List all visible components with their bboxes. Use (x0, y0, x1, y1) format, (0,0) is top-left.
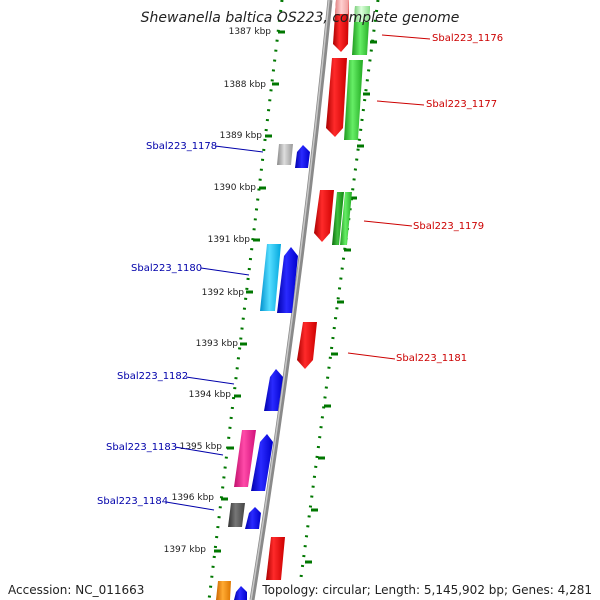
label-leader-lines (165, 34, 431, 511)
gene-arrow-pink[interactable] (335, 0, 349, 14)
kbp-labels: 1387 kbp 1388 kbp 1389 kbp 1390 kbp 1391… (164, 27, 272, 555)
gene-labels: Sbal223_1178 Sbal223_1180 Sbal223_1182 S… (97, 33, 503, 507)
gene-arrow-darkgreen[interactable] (332, 192, 344, 245)
genome-summary-text: Topology: circular; Length: 5,145,902 bp… (258, 580, 596, 600)
gene-arrow-magenta[interactable] (234, 430, 256, 487)
gene-label-right[interactable]: Sbal223_1176 (432, 33, 503, 44)
right-tick-marks (305, 40, 377, 564)
gene-arrow-blue[interactable] (245, 507, 261, 529)
kbp-label: 1392 kbp (202, 288, 245, 298)
gene-label-right[interactable]: Sbal223_1179 (413, 221, 484, 232)
forward-strand-genes (266, 0, 370, 580)
kbp-label: 1388 kbp (224, 80, 267, 90)
gene-arrow-blue[interactable] (295, 145, 310, 168)
kbp-label: 1395 kbp (180, 442, 223, 452)
gene-label-left[interactable]: Sbal223_1182 (117, 371, 188, 382)
right-dotted-guide (296, 0, 380, 600)
reverse-strand-genes (216, 144, 310, 600)
gene-arrow-blue[interactable] (264, 369, 283, 411)
genome-axis (249, 0, 333, 600)
kbp-label: 1389 kbp (220, 131, 263, 141)
gene-label-left[interactable]: Sbal223_1183 (106, 442, 177, 453)
kbp-label: 1394 kbp (189, 390, 232, 400)
accession-text: Accession: NC_011663 (4, 580, 149, 600)
gene-arrow-red[interactable] (326, 58, 347, 137)
left-dotted-guide (207, 0, 284, 600)
gene-arrow-blue[interactable] (277, 247, 298, 313)
gene-arrow-green[interactable] (340, 192, 352, 245)
gene-arrow-gray[interactable] (277, 144, 293, 165)
gene-arrow-darkgray[interactable] (228, 503, 245, 527)
gene-arrow-blue[interactable] (251, 434, 273, 491)
gene-arrow-lightgreen[interactable] (354, 6, 370, 22)
gene-arrow-cyan[interactable] (260, 244, 281, 311)
kbp-label: 1390 kbp (214, 183, 257, 193)
kbp-label: 1387 kbp (229, 27, 272, 37)
gene-arrow-red[interactable] (266, 537, 285, 580)
gene-label-right[interactable]: Sbal223_1181 (396, 353, 467, 364)
kbp-label: 1396 kbp (172, 493, 215, 503)
genome-title: Shewanella baltica OS223, complete genom… (140, 10, 460, 26)
gene-arrow-green[interactable] (344, 60, 363, 140)
gene-arrow-blue[interactable] (234, 586, 247, 600)
kbp-label: 1393 kbp (196, 339, 239, 349)
gene-label-right[interactable]: Sbal223_1177 (426, 99, 497, 110)
gene-label-left[interactable]: Sbal223_1180 (131, 263, 202, 274)
gene-label-left[interactable]: Sbal223_1178 (146, 141, 217, 152)
kbp-label: 1391 kbp (208, 235, 251, 245)
kbp-label: 1397 kbp (164, 545, 207, 555)
genome-axis-highlight (250, 0, 330, 600)
gene-arrow-red[interactable] (314, 190, 334, 242)
gene-arrow-orange[interactable] (216, 581, 231, 600)
gene-label-left[interactable]: Sbal223_1184 (97, 496, 168, 507)
gene-arrow-red[interactable] (297, 322, 317, 369)
kbp-tick-marks (214, 30, 285, 553)
